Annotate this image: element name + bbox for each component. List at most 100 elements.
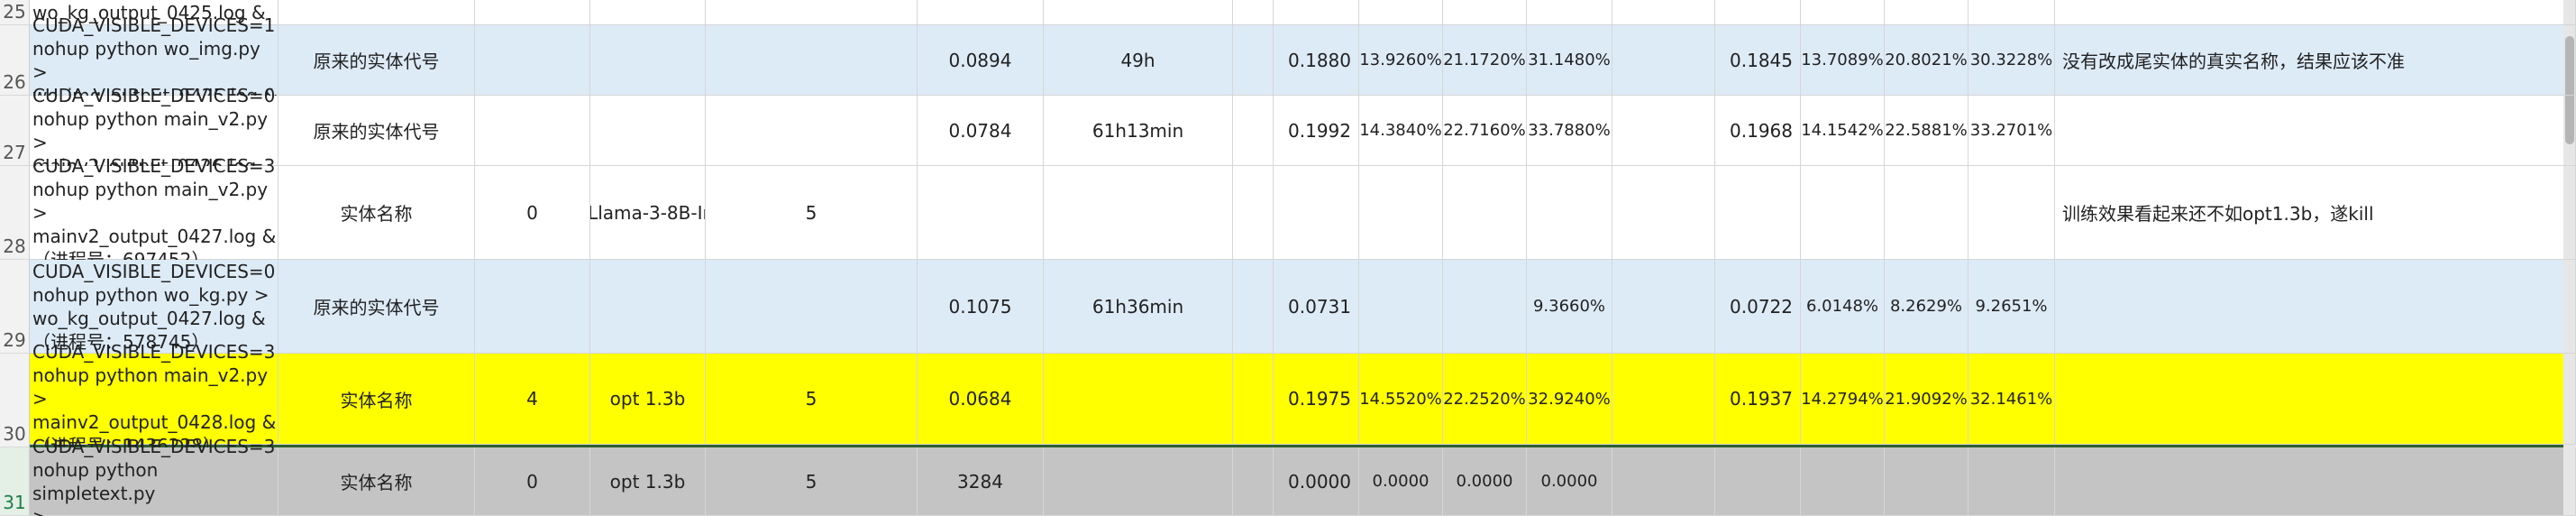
empty-cell[interactable] [1612, 354, 1715, 445]
empty-cell[interactable] [1612, 96, 1715, 166]
loss-cell[interactable]: 0.0894 [918, 25, 1044, 96]
entity-type-cell[interactable]: 实体名称 [279, 447, 475, 516]
command-cell[interactable]: CUDA_VISIBLE_DEVICES=3 nohup python simp… [30, 436, 279, 516]
col-c-cell[interactable]: 4 [475, 354, 590, 445]
hits10b-cell[interactable] [1969, 166, 2055, 260]
mrr2-cell[interactable] [1715, 447, 1801, 516]
hits3-cell[interactable]: 22.7160% [1443, 96, 1527, 166]
note-cell[interactable] [2055, 0, 2576, 25]
empty-cell[interactable] [1612, 0, 1715, 25]
hits3b-cell[interactable] [1885, 0, 1969, 25]
model-cell[interactable]: opt 1.3b [590, 447, 706, 516]
command-cell[interactable]: CUDA_VISIBLE_DEVICES=0 nohup python main… [30, 85, 279, 177]
note-cell[interactable] [2055, 260, 2576, 354]
mrr-cell[interactable] [1274, 166, 1359, 260]
note-cell[interactable] [2055, 96, 2576, 166]
hits10b-cell[interactable] [1969, 0, 2055, 25]
hits10b-cell[interactable]: 32.1461% [1969, 354, 2055, 445]
scrollbar-thumb[interactable] [2565, 36, 2574, 144]
hits10-cell[interactable]: 32.9240% [1527, 354, 1612, 445]
hits1-cell[interactable]: 13.9260% [1359, 25, 1443, 96]
entity-type-cell[interactable]: 原来的实体代号 [279, 25, 475, 96]
mrr2-cell[interactable] [1715, 166, 1801, 260]
hits10-cell[interactable] [1527, 0, 1612, 25]
hits3-cell[interactable]: 22.2520% [1443, 354, 1527, 445]
empty-cell[interactable] [1233, 96, 1274, 166]
command-cell[interactable]: CUDA_VISIBLE_DEVICES=3 nohup python main… [30, 341, 279, 456]
model-cell[interactable] [590, 260, 706, 354]
col-c-cell[interactable]: 0 [475, 447, 590, 516]
vertical-scrollbar[interactable] [2563, 0, 2576, 516]
command-cell[interactable]: CUDA_VISIBLE_DEVICES=3 nohup python main… [30, 155, 279, 271]
empty-cell[interactable] [1612, 25, 1715, 96]
model-cell[interactable] [590, 96, 706, 166]
empty-cell[interactable] [1612, 166, 1715, 260]
row-header-28[interactable]: 28 [0, 166, 30, 260]
hits10-cell[interactable] [1527, 166, 1612, 260]
entity-type-cell[interactable] [279, 0, 475, 25]
hits1b-cell[interactable]: 14.1542% [1801, 96, 1885, 166]
hits10-cell[interactable]: 9.3660% [1527, 260, 1612, 354]
hits1b-cell[interactable] [1801, 447, 1885, 516]
loss-cell[interactable]: 0.1075 [918, 260, 1044, 354]
row-header-29[interactable]: 29 [0, 260, 30, 354]
mrr-cell[interactable]: 0.0731 [1274, 260, 1359, 354]
model-cell[interactable] [590, 25, 706, 96]
time-cell[interactable] [1044, 166, 1233, 260]
mrr2-cell[interactable] [1715, 0, 1801, 25]
mrr-cell[interactable]: 0.1975 [1274, 354, 1359, 445]
command-cell[interactable]: wo_kg_output_0425.log & [30, 0, 279, 25]
hits1b-cell[interactable]: 13.7089% [1801, 25, 1885, 96]
hits1b-cell[interactable]: 14.2794% [1801, 354, 1885, 445]
hits3b-cell[interactable] [1885, 447, 1969, 516]
col-e-cell[interactable]: 5 [706, 447, 918, 516]
mrr-cell[interactable]: 0.1992 [1274, 96, 1359, 166]
hits3-cell[interactable]: 0.0000 [1443, 447, 1527, 516]
time-cell[interactable]: 61h13min [1044, 96, 1233, 166]
hits10b-cell[interactable]: 9.2651% [1969, 260, 2055, 354]
empty-cell[interactable] [1233, 354, 1274, 445]
loss-cell[interactable]: 0.0684 [918, 354, 1044, 445]
hits3b-cell[interactable]: 21.9092% [1885, 354, 1969, 445]
hits1-cell[interactable]: 14.3840% [1359, 96, 1443, 166]
hits1b-cell[interactable] [1801, 0, 1885, 25]
time-cell[interactable]: 49h [1044, 25, 1233, 96]
mrr2-cell[interactable]: 0.1937 [1715, 354, 1801, 445]
hits10b-cell[interactable]: 30.3228% [1969, 25, 2055, 96]
note-cell[interactable] [2055, 447, 2576, 516]
loss-cell[interactable] [918, 0, 1044, 25]
time-cell[interactable]: 61h36min [1044, 260, 1233, 354]
hits3-cell[interactable]: 21.1720% [1443, 25, 1527, 96]
empty-cell[interactable] [1612, 447, 1715, 516]
loss-cell[interactable]: 3284 [918, 447, 1044, 516]
hits10b-cell[interactable] [1969, 447, 2055, 516]
hits3b-cell[interactable] [1885, 166, 1969, 260]
hits1-cell[interactable] [1359, 260, 1443, 354]
hits10-cell[interactable]: 33.7880% [1527, 96, 1612, 166]
mrr2-cell[interactable]: 0.1845 [1715, 25, 1801, 96]
loss-cell[interactable] [918, 166, 1044, 260]
row-header-27[interactable]: 27 [0, 96, 30, 166]
note-cell[interactable]: 训练效果看起来还不如opt1.3b，遂kill [2055, 166, 2576, 260]
col-e-cell[interactable] [706, 25, 918, 96]
col-e-cell[interactable]: 5 [706, 354, 918, 445]
hits1-cell[interactable]: 14.5520% [1359, 354, 1443, 445]
command-cell[interactable]: CUDA_VISIBLE_DEVICES=0 nohup python wo_k… [30, 260, 279, 354]
hits3b-cell[interactable]: 20.8021% [1885, 25, 1969, 96]
hits3-cell[interactable] [1443, 0, 1527, 25]
col-c-cell[interactable] [475, 260, 590, 354]
model-cell[interactable] [590, 0, 706, 25]
col-e-cell[interactable]: 5 [706, 166, 918, 260]
empty-cell[interactable] [1233, 0, 1274, 25]
hits3b-cell[interactable]: 8.2629% [1885, 260, 1969, 354]
entity-type-cell[interactable]: 实体名称 [279, 354, 475, 445]
hits1b-cell[interactable] [1801, 166, 1885, 260]
note-cell[interactable]: 没有改成尾实体的真实名称，结果应该不准 [2055, 25, 2576, 96]
entity-type-cell[interactable]: 实体名称 [279, 166, 475, 260]
row-header-26[interactable]: 26 [0, 25, 30, 96]
hits3b-cell[interactable]: 22.5881% [1885, 96, 1969, 166]
col-e-cell[interactable] [706, 96, 918, 166]
note-cell[interactable] [2055, 354, 2576, 445]
hits1-cell[interactable] [1359, 166, 1443, 260]
mrr-cell[interactable]: 0.1880 [1274, 25, 1359, 96]
